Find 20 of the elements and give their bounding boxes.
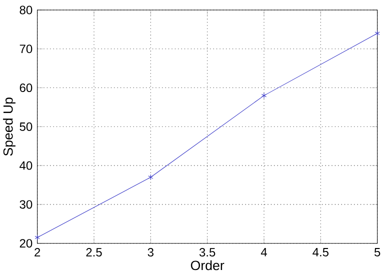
x-tick-label: 2.5 [86, 248, 102, 257]
x-tick-label: 5 [374, 248, 380, 256]
y-tick-label: 30 [20, 200, 32, 209]
y-tick-label: 60 [20, 84, 32, 92]
point [261, 92, 267, 98]
x-tick-label: 3.5 [199, 248, 216, 257]
y-axis-title: Speed Up [3, 98, 16, 156]
y-tick-label: 40 [20, 161, 32, 170]
x-tick-label: 4.5 [312, 248, 329, 256]
y-tick-label: 20 [20, 239, 32, 248]
x-tick-label: 4 [260, 248, 267, 256]
x-tick-label: 2 [34, 248, 40, 256]
point [34, 234, 40, 240]
point [148, 174, 154, 180]
y-tick-label: 80 [20, 6, 32, 14]
x-tick-label: 3 [148, 248, 154, 257]
y-tick-label: 70 [20, 44, 32, 54]
x-axis-title: Order [190, 260, 224, 270]
y-tick-label: 50 [20, 122, 32, 131]
point [374, 30, 380, 36]
